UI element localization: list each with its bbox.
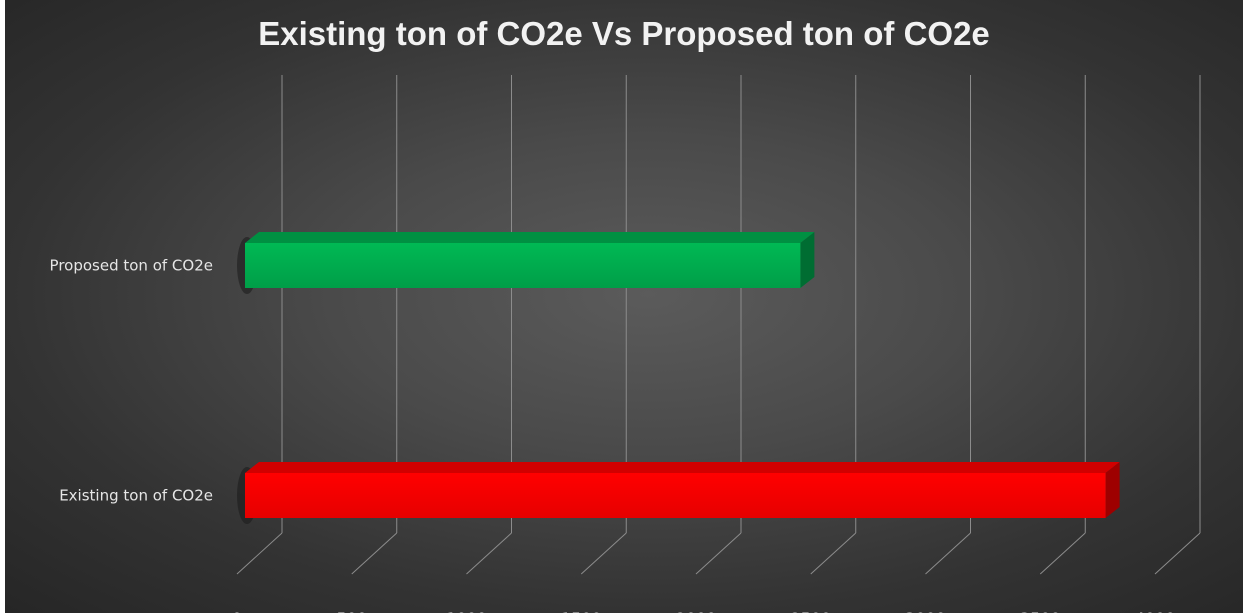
bars <box>237 232 1120 524</box>
x-tick-label: 1000 <box>446 609 487 613</box>
bar <box>245 473 1106 518</box>
gridline-floor <box>1154 532 1201 575</box>
gridline-floor <box>1039 532 1086 575</box>
x-tick-label: 4000 <box>1135 609 1176 613</box>
bar <box>245 243 801 288</box>
chart-title: Existing ton of CO2e Vs Proposed ton of … <box>258 15 990 52</box>
gridline-floor <box>695 532 742 575</box>
gridline-floor <box>810 532 857 575</box>
x-tick-label: 3500 <box>1020 609 1061 613</box>
category-label: Existing ton of CO2e <box>59 487 213 505</box>
x-tick-label: 500 <box>336 609 367 613</box>
chart-frame: Existing ton of CO2e Vs Proposed ton of … <box>5 0 1243 613</box>
x-tick-label: 3000 <box>905 609 946 613</box>
bar-end-face <box>1105 462 1120 518</box>
category-label: Proposed ton of CO2e <box>50 257 213 275</box>
x-tick-label: 2000 <box>676 609 717 613</box>
bar-top-face <box>245 232 815 243</box>
gridline-floor <box>236 532 283 575</box>
x-tick-label: 1500 <box>561 609 602 613</box>
category-labels: Existing ton of CO2e Proposed ton of CO2e <box>50 257 213 505</box>
bar-chart: Existing ton of CO2e Vs Proposed ton of … <box>50 15 1201 613</box>
x-tick-label: 0 <box>232 609 242 613</box>
gridline-floor <box>925 532 971 575</box>
gridlines <box>236 75 1201 575</box>
bar-top-face <box>245 462 1120 473</box>
x-tick-labels: 0 500 1000 1500 2000 2500 3000 3500 4000 <box>232 609 1175 613</box>
x-tick-label: 2500 <box>790 609 831 613</box>
gridline-floor <box>466 532 512 575</box>
gridline-floor <box>580 532 627 575</box>
gridline-floor <box>351 532 398 575</box>
bar-end-face <box>800 232 815 288</box>
